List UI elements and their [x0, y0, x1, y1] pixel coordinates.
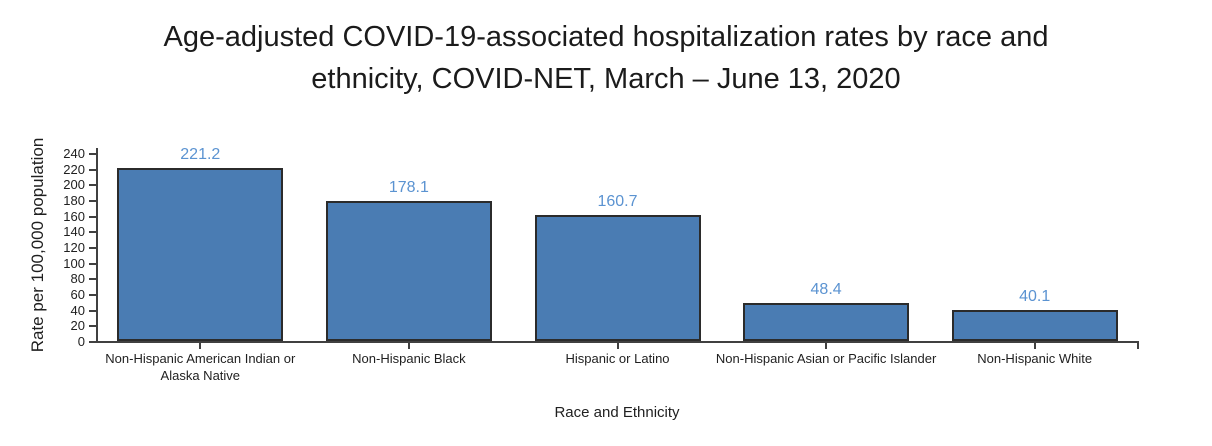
chart-title-line-2: ethnicity, COVID-NET, March – June 13, 2…: [311, 63, 901, 95]
bar: [325, 201, 492, 341]
chart-title: Age-adjusted COVID-19-associated hospita…: [0, 16, 1212, 100]
y-axis-tick-label: 220: [63, 161, 85, 177]
y-axis-tick: [89, 278, 96, 281]
y-axis-tick: [89, 231, 96, 234]
y-axis-tick: [89, 341, 96, 343]
y-axis-tick: [89, 262, 96, 265]
bar: [951, 309, 1118, 341]
y-axis-tick: [89, 309, 96, 312]
bar-value-label: 160.7: [597, 193, 638, 211]
y-axis-tick: [89, 294, 96, 296]
y-axis-tick: [89, 215, 96, 218]
y-axis-tick-label: 140: [63, 224, 85, 240]
y-axis-tick-label: 20: [70, 318, 85, 334]
y-axis-tick-label: 120: [63, 240, 85, 255]
y-axis-tick-label: 40: [70, 302, 85, 318]
x-category-label: Non-Hispanic White: [977, 351, 1093, 366]
y-axis-tick: [89, 247, 96, 249]
x-axis-end-tick: [1137, 341, 1139, 349]
x-axis-tick: [616, 343, 619, 349]
bar-value-label: 221.2: [180, 145, 221, 163]
y-axis-tick: [89, 168, 96, 171]
x-category-label: Non-Hispanic Asian or Pacific Islander: [715, 351, 937, 366]
x-category-label: Non-Hispanic Black: [352, 351, 466, 366]
x-axis-tick: [199, 343, 202, 349]
y-axis-tick-label: 200: [63, 177, 85, 193]
y-axis-tick-label: 180: [63, 193, 85, 208]
y-axis-tick: [89, 325, 96, 328]
y-axis-tick-label: 100: [63, 255, 85, 271]
bar-value-label: 40.1: [1019, 287, 1051, 305]
bar: [743, 303, 910, 341]
y-axis-tick-label: 60: [70, 287, 85, 302]
bar-value-label: 48.4: [810, 281, 842, 299]
y-axis-tick-label: 160: [63, 208, 85, 224]
x-axis-tick: [407, 343, 410, 349]
x-axis-tick: [825, 343, 828, 349]
y-axis-tick-label: 240: [63, 146, 85, 161]
bar: [534, 215, 701, 341]
x-axis-line: [96, 341, 1139, 343]
y-axis-tick: [89, 184, 96, 187]
x-category-label: Hispanic or Latino: [565, 351, 670, 366]
x-axis-title: Race and Ethnicity: [554, 404, 680, 421]
y-axis-tick: [89, 200, 96, 202]
y-axis-tick-label: 80: [70, 271, 85, 287]
bar: [117, 167, 284, 341]
y-axis-tick-label: 0: [77, 334, 85, 349]
chart-title-line-1: Age-adjusted COVID-19-associated hospita…: [163, 21, 1049, 53]
x-axis-tick: [1033, 343, 1036, 349]
y-axis-tick: [89, 153, 96, 155]
y-axis-line: [96, 148, 98, 343]
bar-value-label: 178.1: [388, 179, 429, 197]
x-category-label: Non-Hispanic American Indian or Alaska N…: [105, 351, 296, 383]
